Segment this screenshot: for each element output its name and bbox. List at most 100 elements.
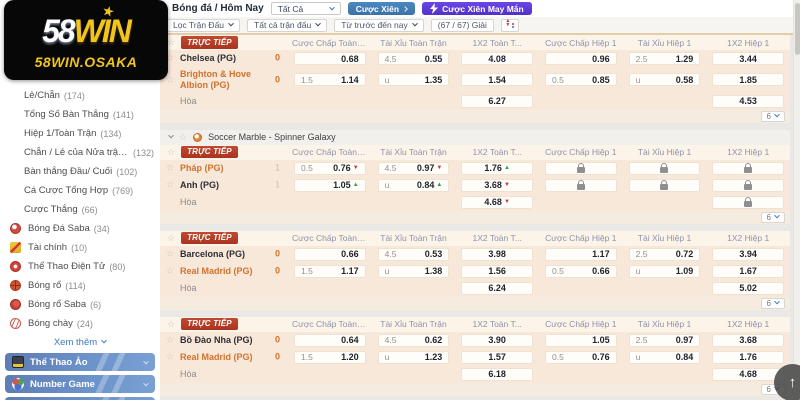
favorite-star-icon[interactable] [167,320,175,329]
odds-cell[interactable]: 3.90 [461,333,533,347]
sidebar-item[interactable]: Bóng Đá Saba (34) [0,219,160,238]
odds-cell[interactable] [712,178,784,192]
odds-cell[interactable]: 2.5 1.29 [628,52,701,65]
all-matches-dropdown[interactable]: Tất cả trận đấu [247,18,328,32]
sidebar-item[interactable]: Chẵn / Lẻ của Nửa trận/... (132) [0,143,160,162]
league-count-box[interactable]: (67 / 67) Giải [430,18,494,32]
odds-cell[interactable]: 5.02 [712,281,784,295]
favorite-star-icon[interactable] [166,164,174,173]
odds-cell[interactable]: 1.05 [544,333,617,347]
scrollbar[interactable] [793,0,800,400]
odds-cell[interactable]: 1.85 [712,73,784,87]
sidebar-item[interactable]: Bàn thắng Đầu/ Cuối (102) [0,162,160,181]
odds-cell[interactable]: 4.53 [712,94,784,108]
see-more-link[interactable]: Xem thêm [0,335,160,349]
odds-cell[interactable]: 4.5 0.53 [377,247,450,261]
odds-cell[interactable]: u 1.23 [377,350,450,364]
odds-cell[interactable]: u 0.84 [377,178,450,192]
favorite-star-icon[interactable] [166,181,174,190]
odds-cell[interactable]: 4.08 [461,52,533,65]
favorite-star-icon[interactable] [167,148,175,157]
odds-cell[interactable]: u 1.38 [377,264,450,278]
odds-cell[interactable]: 0.5 0.66 [544,264,617,278]
odds-cell[interactable]: 0.68 [294,52,366,65]
sidebar-item[interactable]: Bóng rổ Saba (6) [0,295,160,314]
odds-cell[interactable]: 6.27 [461,94,533,108]
odds-cell[interactable]: 2.5 0.97 [628,333,701,347]
back-to-top-button[interactable] [774,364,800,400]
time-range-dropdown[interactable]: Từ trước đến nay [334,18,424,32]
sidebar-item[interactable]: Bóng chày (24) [0,314,160,333]
odds-cell[interactable]: 4.68 [712,367,784,381]
sidebar-item[interactable]: Cược Thắng (66) [0,200,160,219]
sport-filter-dropdown[interactable]: Tất Cả [270,2,341,15]
favorite-star-icon[interactable] [166,353,174,362]
odds-cell[interactable]: 1.67 [712,264,784,278]
favorite-star-icon[interactable] [179,133,187,142]
favorite-star-icon[interactable] [167,234,175,243]
odds-cell[interactable]: 1.57 [461,350,533,364]
sidebar-banner[interactable]: Saba PinGoalMới [5,397,155,400]
odds-cell[interactable]: 4.5 0.55 [377,52,450,65]
odds-cell[interactable]: 3.68 [712,333,784,347]
match-filter-dropdown[interactable]: Lọc Trận Đấu [166,18,241,32]
sidebar-banner[interactable]: Thể Thao Ảo [5,353,155,371]
sidebar-banner[interactable]: Number Game [5,375,155,393]
odds-cell[interactable]: 1.5 1.17 [294,264,366,278]
odds-cell[interactable]: 4.5 0.97 [377,161,450,175]
odds-cell[interactable] [712,195,784,209]
odds-cell[interactable]: 4.68 [461,195,533,209]
odds-cell[interactable]: 2.5 0.72 [628,247,701,261]
favorite-star-icon[interactable] [166,336,174,345]
sidebar-item[interactable]: Thể Thao Điện Tử (80) [0,257,160,276]
sort-control[interactable]: ▲ ▼ [500,18,519,32]
odds-cell[interactable] [544,161,617,175]
more-markets-button[interactable]: 6 [760,297,785,309]
odds-cell[interactable]: 6.18 [461,367,533,381]
odds-cell[interactable]: 3.98 [461,247,533,261]
odds-cell[interactable]: 1.54 [461,73,533,87]
odds-cell[interactable] [628,178,701,192]
odds-cell[interactable]: u 1.09 [628,264,701,278]
odds-cell[interactable]: 4.5 0.62 [377,333,450,347]
odds-cell[interactable] [544,178,617,192]
odds-cell[interactable] [712,161,784,175]
favorite-star-icon[interactable] [166,75,174,84]
odds-cell[interactable]: u 0.58 [628,73,701,87]
odds-cell[interactable]: u 0.84 [628,350,701,364]
odds-cell[interactable]: 1.56 [461,264,533,278]
scrollbar-thumb[interactable] [795,3,800,55]
odds-cell[interactable]: 1.05 [294,178,366,192]
odds-cell[interactable]: u 1.35 [377,73,450,87]
sidebar-item[interactable]: Tài chính (10) [0,238,160,257]
odds-cell[interactable]: 0.64 [294,333,366,347]
odds-cell[interactable]: 1.5 1.14 [294,73,366,87]
odds-cell[interactable]: 0.5 0.76 [544,350,617,364]
odds-cell[interactable] [628,161,701,175]
more-markets-button[interactable]: 6 [760,211,785,223]
sidebar-item[interactable]: Tổng Số Bàn Thắng (141) [0,105,160,124]
more-markets-button[interactable]: 6 [760,110,785,122]
odds-cell[interactable]: 1.5 1.20 [294,350,366,364]
collapse-chevron-icon[interactable] [168,132,174,139]
odds-cell[interactable]: 0.5 0.76 [294,161,366,175]
favorite-star-icon[interactable] [166,250,174,259]
brand-logo[interactable]: ★ 58WIN 58WIN.OSAKA [4,0,168,80]
sidebar-item[interactable]: Lẻ/Chẵn (174) [0,86,160,105]
sidebar-item[interactable]: Bóng rổ (114) [0,276,160,295]
odds-cell[interactable]: 0.96 [544,52,617,65]
lucky-parlay-button[interactable]: Cược Xiên May Mắn [422,2,532,15]
odds-cell[interactable]: 0.5 0.85 [544,73,617,87]
favorite-star-icon[interactable] [166,267,174,276]
odds-cell[interactable]: 1.76 [712,350,784,364]
league-bar[interactable]: Soccer Marble - Spinner Galaxy [160,129,790,145]
odds-cell[interactable]: 1.76 [461,161,533,175]
odds-cell[interactable]: 0.66 [294,247,366,261]
favorite-star-icon[interactable] [167,38,175,47]
odds-cell[interactable]: 3.68 [461,178,533,192]
odds-cell[interactable]: 6.24 [461,281,533,295]
odds-cell[interactable]: 3.44 [712,52,784,65]
sidebar-item[interactable]: Cá Cược Tổng Hợp (769) [0,181,160,200]
odds-cell[interactable]: 3.94 [712,247,784,261]
odds-cell[interactable]: 1.17 [544,247,617,261]
